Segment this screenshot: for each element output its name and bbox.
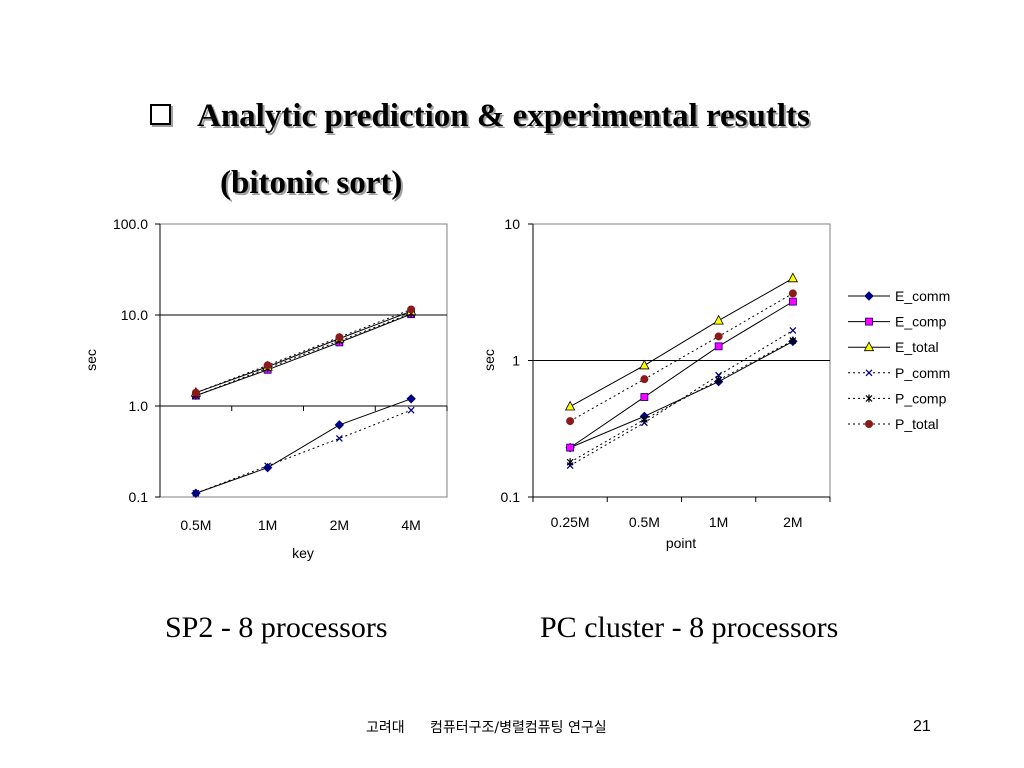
data-point <box>640 393 649 401</box>
chart-left: 100.0 10.0 1.0 0.1 0.5M 1M 2M 4M key sec <box>83 216 448 561</box>
x-axis-title: key <box>292 545 314 561</box>
data-point <box>789 336 797 345</box>
legend-marker <box>865 369 873 377</box>
footer-lab-name: 컴퓨터구조/병렬컴퓨팅 연구실 <box>430 720 607 736</box>
data-point <box>334 420 345 430</box>
data-point <box>714 342 723 351</box>
legend-label: P_comm <box>895 365 950 381</box>
series-line <box>195 313 412 397</box>
x-tick-label: 0.25M <box>551 514 590 530</box>
series-line <box>569 277 794 407</box>
x-tick-label: 4M <box>401 517 420 533</box>
data-point <box>788 289 797 298</box>
series-line <box>569 340 794 463</box>
legend-item: P_total <box>848 416 939 432</box>
legend-item: P_comp <box>848 390 947 406</box>
x-tick-label: 2M <box>330 517 349 533</box>
series-line <box>195 310 412 394</box>
legend-label: P_comp <box>895 390 947 406</box>
legend-item: E_comp <box>848 314 947 330</box>
series-line <box>195 312 412 397</box>
footer-organization: 고려대 <box>366 720 405 736</box>
legend-item: P_comm <box>848 365 950 381</box>
x-tick-label: 1M <box>258 517 277 533</box>
data-point <box>789 326 797 334</box>
data-point <box>407 305 416 314</box>
data-point <box>566 458 574 467</box>
x-axis-title: point <box>666 535 696 551</box>
legend-item: E_total <box>848 339 939 355</box>
y-axis-title: sec <box>83 349 99 371</box>
data-point <box>640 375 649 384</box>
data-point <box>191 388 200 397</box>
data-point <box>566 443 575 452</box>
data-point <box>715 375 723 384</box>
y-tick-label: 100.0 <box>113 216 148 232</box>
y-axis-title: sec <box>481 349 497 371</box>
legend-marker <box>865 394 873 403</box>
slide-subtitle: (bitonic sort) <box>220 165 403 201</box>
caption-pc-cluster: PC cluster - 8 processors <box>540 611 839 644</box>
y-tick-label: 0.1 <box>501 489 521 505</box>
x-tick-label: 1M <box>709 514 728 530</box>
series-line <box>195 409 412 494</box>
legend-label: P_total <box>895 416 939 432</box>
legend-item: E_comm <box>848 288 950 304</box>
data-point <box>788 297 797 306</box>
data-point <box>787 272 799 283</box>
data-point <box>262 462 273 473</box>
hollow-square-bullet-icon <box>150 104 171 125</box>
data-point <box>713 314 724 325</box>
legend-marker <box>865 420 873 428</box>
plot-area <box>159 223 448 498</box>
x-tick-label: 2M <box>783 514 802 530</box>
data-point <box>640 415 648 424</box>
legend-label: E_comm <box>895 288 950 304</box>
y-tick-label: 0.1 <box>129 489 149 505</box>
x-tick-label: 0.5M <box>180 517 211 533</box>
caption-sp2: SP2 - 8 processors <box>165 611 388 644</box>
data-point <box>192 489 200 497</box>
x-tick-label: 0.5M <box>629 514 660 530</box>
legend: E_comm E_comp E_total P_comm P_comp P_total <box>848 288 950 432</box>
y-tick-label: 10.0 <box>121 307 148 323</box>
data-point <box>564 400 576 411</box>
data-point <box>263 361 272 370</box>
data-point <box>566 417 575 426</box>
y-tick-label: 1 <box>512 353 520 369</box>
data-point <box>407 406 415 414</box>
slide-title: Analytic prediction & experimental resut… <box>197 98 810 134</box>
data-point <box>714 332 723 341</box>
series-line <box>195 309 412 394</box>
series-line <box>195 398 412 494</box>
page-number: 21 <box>913 718 931 735</box>
y-tick-label: 10 <box>504 216 520 232</box>
data-point <box>335 434 343 442</box>
legend-label: E_total <box>895 339 939 355</box>
legend-marker <box>863 341 875 352</box>
series-line <box>569 301 794 449</box>
series-line <box>569 340 794 449</box>
legend-marker <box>864 291 874 301</box>
y-tick-label: 1.0 <box>129 398 149 414</box>
legend-label: E_comp <box>895 314 947 330</box>
data-point <box>264 462 272 470</box>
data-point <box>406 394 416 404</box>
data-point <box>335 333 344 342</box>
data-point <box>639 359 650 370</box>
legend-marker <box>865 317 873 326</box>
